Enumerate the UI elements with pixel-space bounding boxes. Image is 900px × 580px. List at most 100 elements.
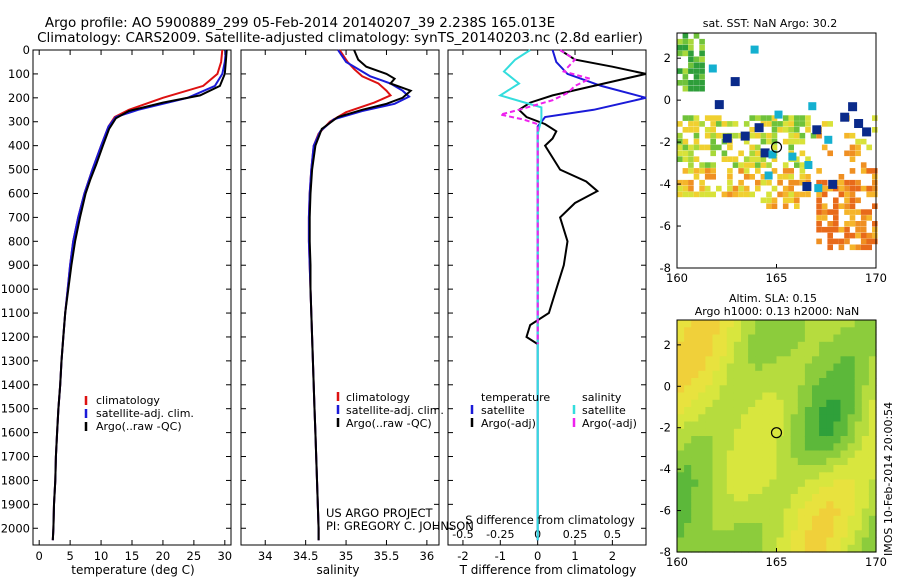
sla-cell — [691, 443, 699, 452]
sla-cell — [790, 457, 799, 466]
sla-cell — [804, 501, 813, 510]
sst-cell — [766, 162, 772, 168]
sla-cell — [812, 443, 820, 452]
sla-cell — [726, 370, 735, 379]
sla-cell — [762, 486, 770, 495]
sla-cell — [826, 378, 834, 386]
sla-cell — [812, 370, 820, 379]
sla-cell — [748, 486, 756, 495]
sla-cell — [819, 370, 827, 379]
sst-cell — [743, 191, 750, 198]
sla-cell — [769, 537, 778, 546]
sst-cell — [782, 168, 789, 174]
sla-cell — [726, 421, 735, 430]
sla-cell — [833, 537, 842, 546]
sla-cell — [797, 465, 806, 473]
sst-cell — [849, 144, 856, 151]
sla-cell — [790, 407, 799, 415]
map-lat-label: -6 — [660, 219, 671, 233]
sst-cell — [838, 179, 845, 186]
sst-cell — [827, 209, 833, 215]
sla-cell — [861, 341, 870, 350]
sla-cell — [776, 537, 785, 546]
sst-cell — [677, 50, 683, 57]
sla-cell — [733, 327, 742, 336]
sst-cell — [816, 168, 822, 174]
sla-cell — [755, 457, 763, 466]
sla-cell — [790, 421, 799, 430]
sla-cell — [755, 392, 763, 401]
sla-cell — [847, 320, 856, 328]
sla-cell — [819, 494, 827, 502]
sla-cell — [790, 392, 799, 401]
depth-tick-label: 1500 — [1, 402, 30, 416]
sla-cell — [762, 494, 770, 502]
legend-climatology: climatology — [96, 394, 160, 407]
sla-cell — [769, 428, 778, 437]
sst-cell — [821, 144, 828, 151]
sla-cell — [712, 378, 721, 386]
sla-cell — [705, 407, 714, 415]
sla-cell — [698, 370, 706, 379]
sst-cell — [866, 238, 872, 245]
sla-cell — [819, 530, 827, 539]
sla-cell — [755, 421, 763, 430]
sla-cell — [833, 385, 842, 394]
sla-cell — [684, 370, 692, 379]
sst-cell — [866, 244, 872, 251]
sst-cell — [872, 226, 878, 233]
sst-cell — [799, 191, 806, 198]
sla-cell — [748, 465, 756, 473]
sla-cell — [854, 407, 863, 415]
sst-cell — [849, 232, 856, 239]
sla-cell — [833, 356, 842, 365]
sla-cell — [684, 508, 692, 517]
sla-cell — [840, 450, 849, 459]
map-lat-label: 0 — [664, 93, 671, 107]
sla-cell — [762, 320, 770, 328]
sst-cell — [749, 115, 755, 121]
legend-climatology: climatology — [346, 391, 410, 404]
sla-cell — [804, 544, 813, 553]
sla-cell — [840, 356, 849, 365]
sla-cell — [684, 486, 692, 495]
sla-cell — [733, 320, 742, 328]
sla-cell — [833, 479, 842, 488]
sla-cell — [783, 428, 792, 437]
sst-map-panel: sat. SST: NaN Argo: 30.2 160 165 170 2 0 -2 -4… — [660, 17, 887, 285]
sla-cell — [684, 479, 692, 488]
sst-cell — [844, 197, 850, 204]
sla-cell — [719, 399, 728, 408]
sla-cell — [797, 327, 806, 336]
sst-cell — [855, 197, 861, 204]
sla-cell — [748, 334, 756, 343]
sla-cell — [826, 428, 834, 437]
sla-cell — [769, 385, 778, 394]
sla-cell — [797, 472, 806, 481]
sst-cell — [749, 150, 755, 157]
sla-cell — [790, 436, 799, 444]
sla-cell — [684, 327, 692, 336]
sla-cell — [698, 508, 706, 517]
sla-cell — [812, 385, 820, 394]
sla-cell — [741, 515, 749, 524]
sla-cell — [861, 334, 870, 343]
sla-cell — [854, 544, 863, 553]
sla-cell — [790, 341, 799, 350]
sla-cell — [819, 327, 827, 336]
sla-cell — [840, 392, 849, 401]
sla-cell — [826, 544, 834, 553]
sla-cell — [833, 392, 842, 401]
sla-cell — [705, 450, 714, 459]
sla-cell — [840, 349, 849, 357]
sla-cell — [854, 457, 863, 466]
sla-cell — [698, 428, 706, 437]
depth-tick-label: 0 — [23, 43, 30, 57]
sla-cell — [790, 486, 799, 495]
sla-cell — [833, 341, 842, 350]
sla-cell — [726, 378, 735, 386]
sla-cell — [797, 494, 806, 502]
sla-cell — [826, 530, 834, 539]
map-lat-label: -8 — [660, 261, 671, 275]
sla-map-axes: 160 165 170 2 0 -2 -4 -6 -8 — [660, 338, 887, 569]
